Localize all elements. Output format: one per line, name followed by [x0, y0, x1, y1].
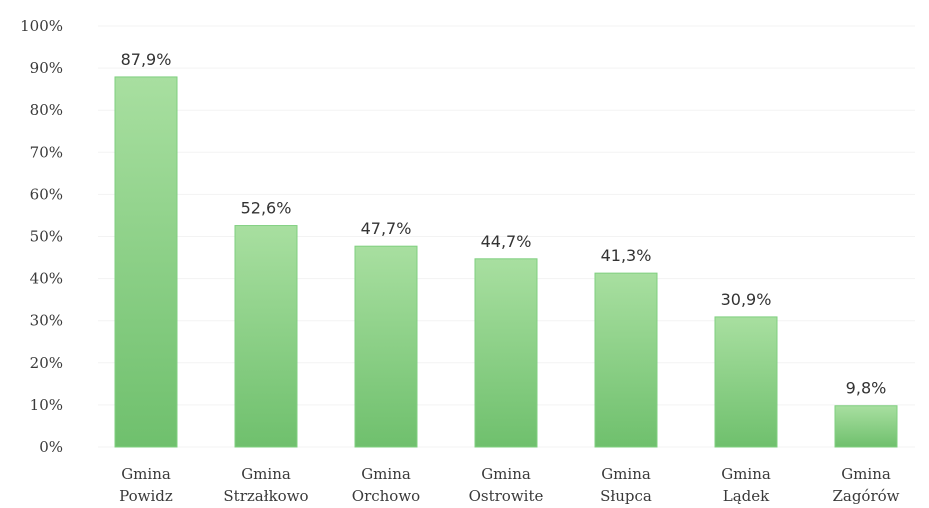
bar — [234, 225, 298, 448]
y-tick-label: 50% — [30, 228, 63, 246]
y-tick-label: 30% — [30, 312, 63, 330]
category-label: Słupca — [600, 487, 652, 505]
y-tick-label: 90% — [30, 59, 63, 77]
data-labels: 87,9% 52,6% 47,7% 44,7% 41,3% 30,9% 9,8% — [121, 50, 887, 398]
y-tick-label: 40% — [30, 270, 63, 288]
category-label: Gmina — [601, 465, 651, 483]
y-tick-label: 70% — [30, 143, 63, 161]
data-label: 52,6% — [241, 199, 292, 218]
y-axis-ticks: 0% 10% 20% 30% 40% 50% 60% 70% 80% 90% 100% — [20, 17, 63, 456]
data-label: 41,3% — [601, 246, 652, 265]
bar — [354, 245, 418, 448]
data-label: 87,9% — [121, 50, 172, 69]
category-label: Powidz — [119, 487, 173, 505]
y-tick-label: 80% — [30, 101, 63, 119]
data-label: 9,8% — [846, 379, 887, 398]
data-label: 44,7% — [481, 232, 532, 251]
category-label: Gmina — [481, 465, 531, 483]
category-label: Lądek — [723, 487, 770, 505]
y-tick-label: 100% — [20, 17, 63, 35]
y-tick-label: 10% — [30, 396, 63, 414]
category-label: Gmina — [721, 465, 771, 483]
bar — [594, 272, 658, 448]
y-tick-label: 60% — [30, 185, 63, 203]
category-label: Zagórów — [832, 487, 899, 505]
category-label: Gmina — [121, 465, 171, 483]
category-label: Orchowo — [352, 487, 420, 505]
bar — [714, 316, 778, 448]
bar — [474, 258, 538, 448]
data-label: 47,7% — [361, 219, 412, 238]
data-label: 30,9% — [721, 290, 772, 309]
category-label: Gmina — [361, 465, 411, 483]
category-label: Gmina — [241, 465, 291, 483]
category-label: Strzałkowo — [223, 487, 308, 505]
bar — [834, 405, 898, 448]
category-label: Gmina — [841, 465, 891, 483]
y-tick-label: 20% — [30, 354, 63, 372]
x-axis-categories: Gmina Powidz Gmina Strzałkowo Gmina Orchowo Gm… — [119, 465, 900, 505]
y-tick-label: 0% — [39, 438, 63, 456]
bar — [114, 76, 178, 448]
bars — [114, 76, 898, 448]
category-label: Ostrowite — [469, 487, 544, 505]
